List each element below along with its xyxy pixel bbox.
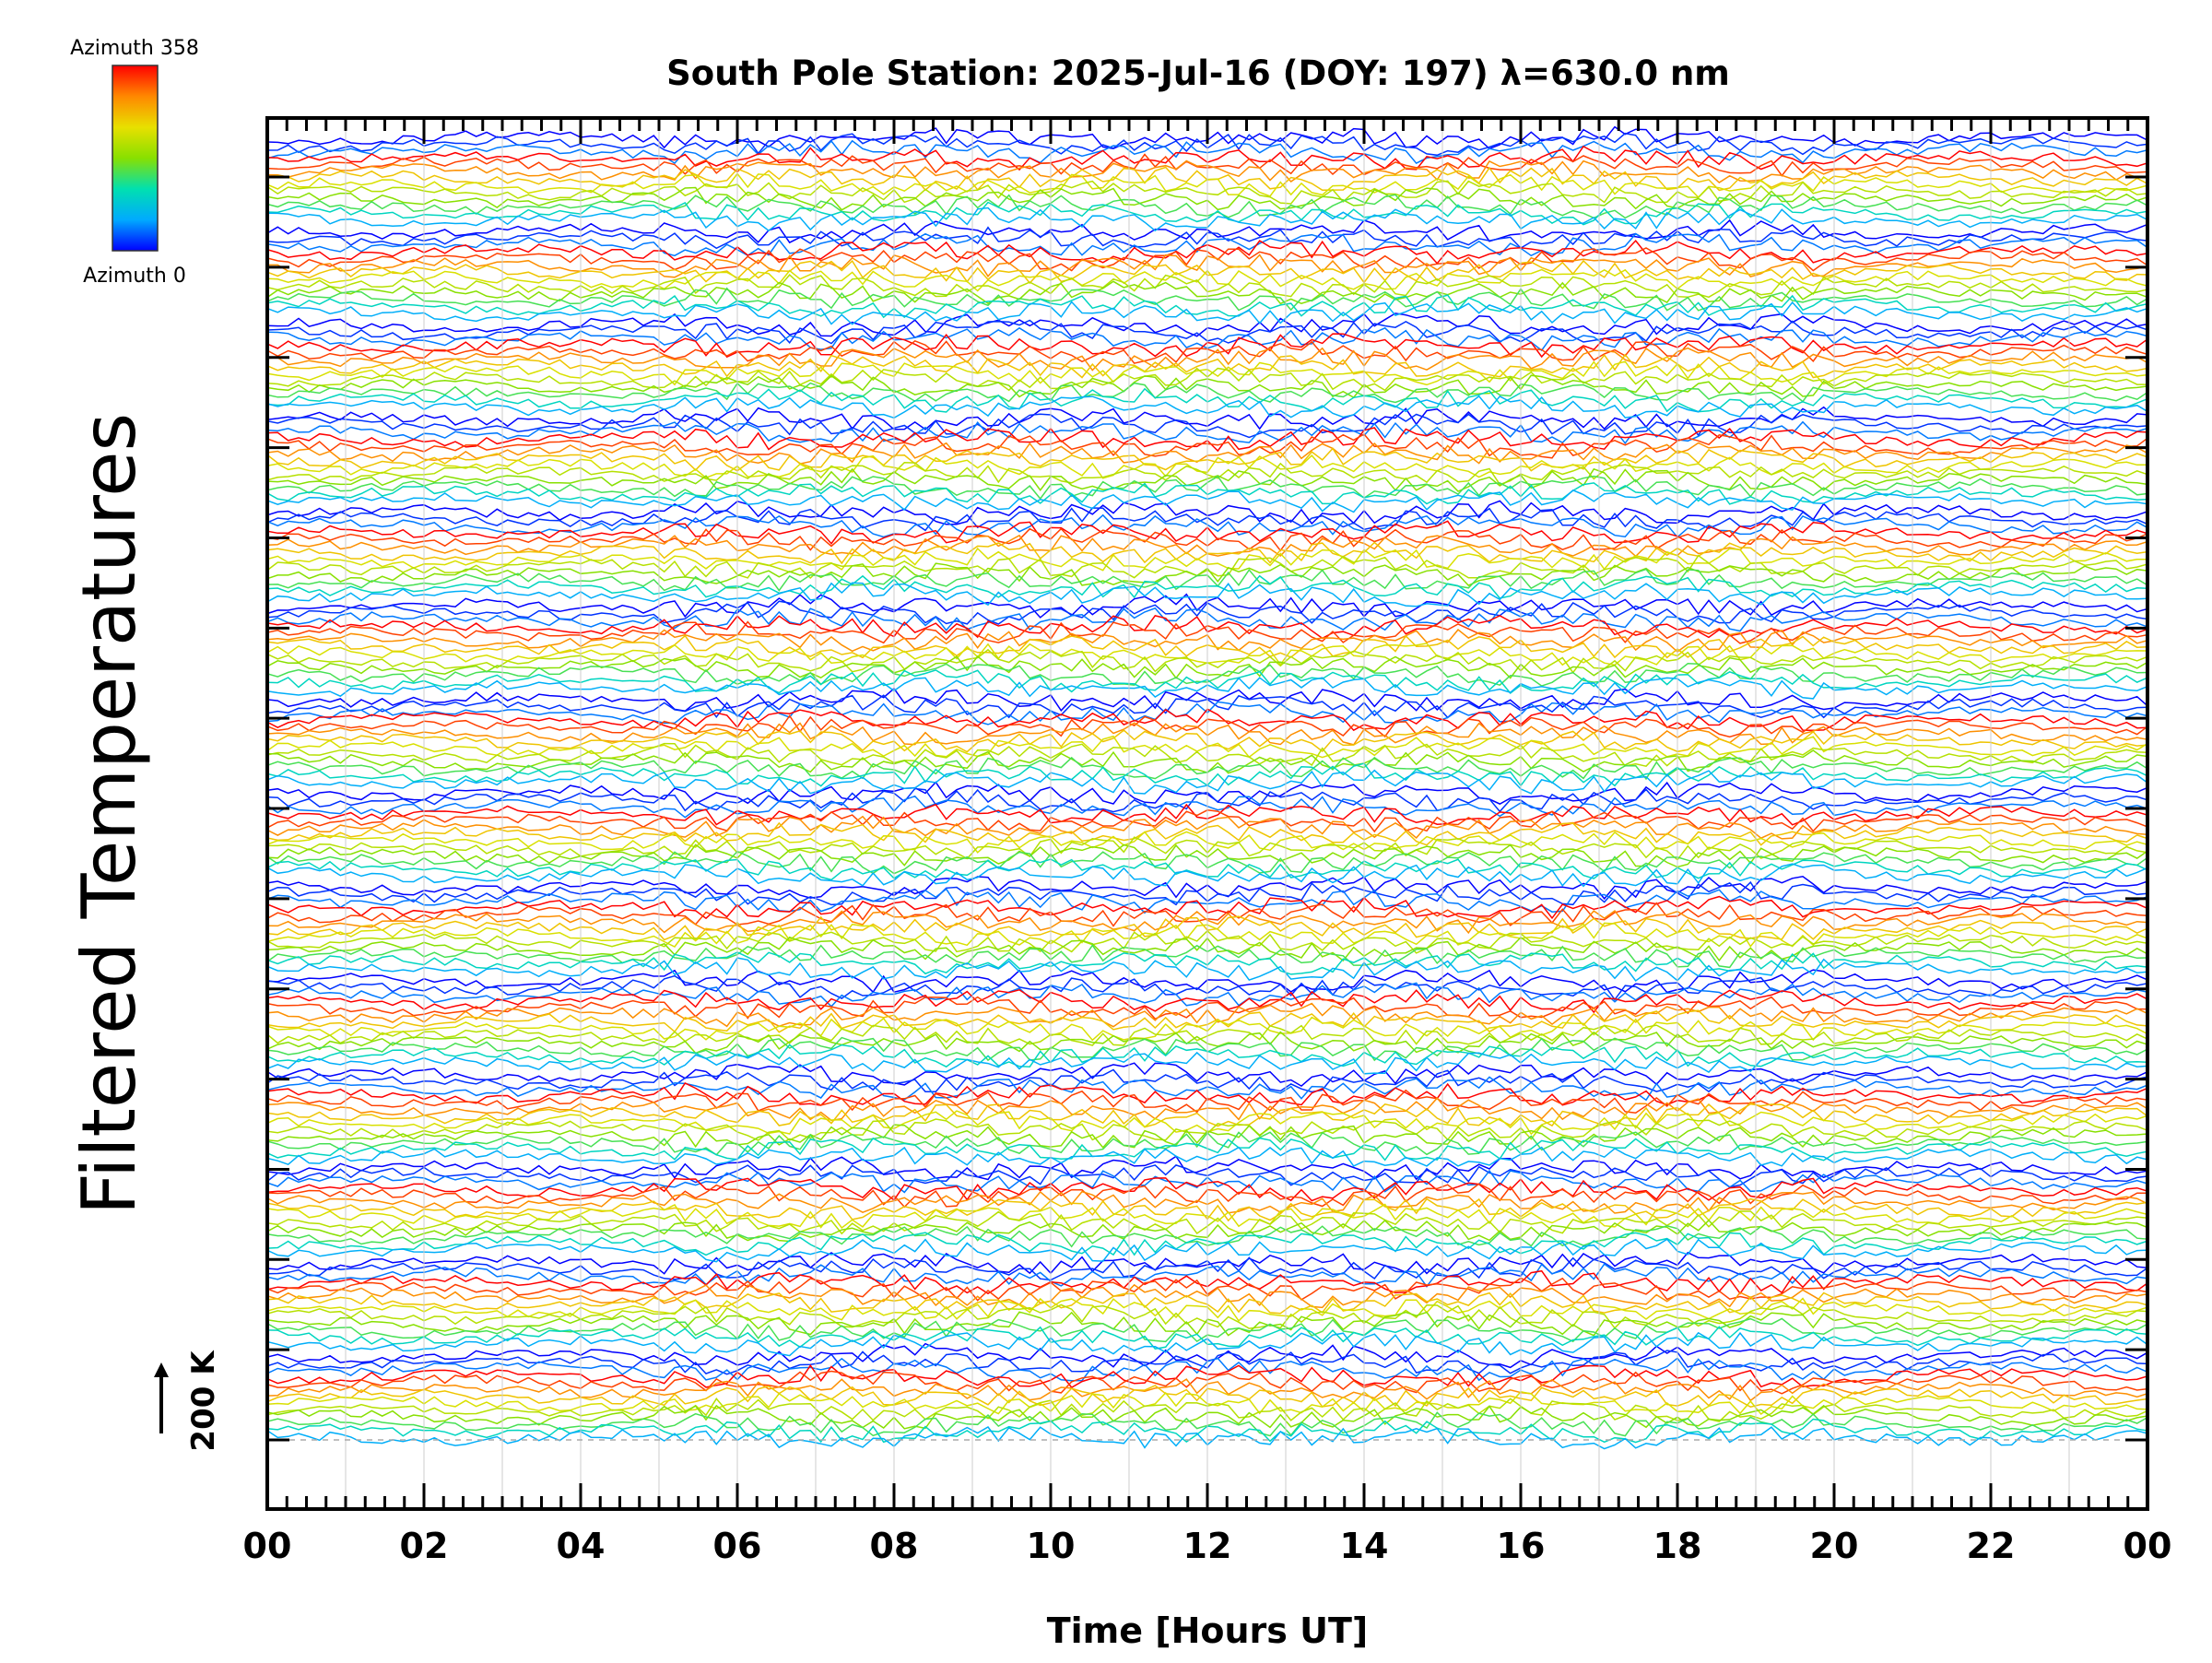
x-axis-label: Time [Hours UT] — [1047, 1610, 1369, 1651]
colorbar-bar — [112, 65, 159, 252]
x-tick-label: 00 — [243, 1526, 292, 1566]
colorbar-legend: Azimuth 358 Azimuth 0 — [70, 37, 199, 288]
x-tick-label: 14 — [1340, 1526, 1389, 1566]
x-tick-label: 10 — [1027, 1526, 1076, 1566]
x-tick-label: 18 — [1653, 1526, 1702, 1566]
x-tick-label: 00 — [2124, 1526, 2172, 1566]
colorbar-bottom-label: Azimuth 0 — [83, 265, 186, 288]
scale-bar: 200 K — [154, 1350, 222, 1452]
x-tick-label: 04 — [557, 1526, 606, 1566]
x-tick-label: 20 — [1810, 1526, 1859, 1566]
x-tick-label: 22 — [1967, 1526, 2016, 1566]
x-tick-label: 08 — [870, 1526, 919, 1566]
x-tick-label: 16 — [1497, 1526, 1546, 1566]
grid-layer — [267, 118, 2147, 1509]
chart-title: South Pole Station: 2025-Jul-16 (DOY: 19… — [666, 53, 1730, 93]
scale-bar-label: 200 K — [185, 1350, 222, 1452]
x-tick-label: 02 — [400, 1526, 449, 1566]
scale-bar-arrowhead — [154, 1362, 169, 1377]
x-tick-label: 06 — [713, 1526, 762, 1566]
x-tick-label: 12 — [1183, 1526, 1232, 1566]
y-axis-label: Filtered Temperatures — [66, 413, 152, 1215]
axes-layer: 00 02 04 06 08 10 12 14 16 18 20 22 00 — [243, 116, 2172, 1566]
colorbar-top-label: Azimuth 358 — [70, 37, 199, 60]
